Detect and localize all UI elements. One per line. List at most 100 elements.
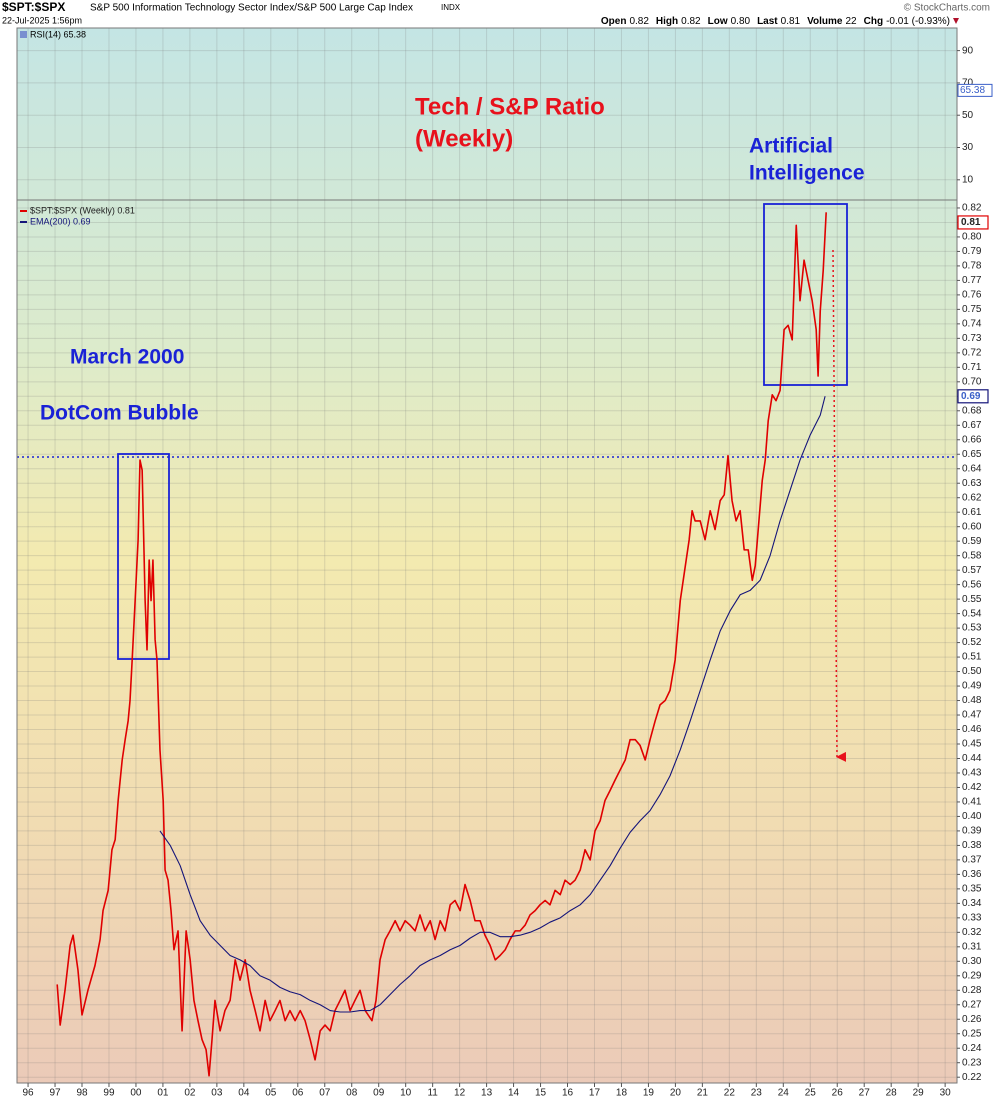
y-tick-label: 0.80 [962,232,982,243]
description: S&P 500 Information Technology Sector In… [90,3,413,14]
y-tick-label: 0.46 [962,724,982,735]
legend-label: EMA(200) 0.69 [30,216,91,226]
x-tick-label: 18 [616,1088,628,1099]
y-tick-label: 0.51 [962,652,982,663]
value-badge [957,389,989,404]
quote-label: Last [757,16,778,27]
y-tick-label: 0.35 [962,884,982,895]
exchange: INDX [441,3,461,12]
y-tick-label: 0.72 [962,347,982,358]
annotation-title: Tech / S&P Ratio [415,93,605,120]
x-tick-label: 28 [886,1088,898,1099]
x-tick-label: 07 [319,1088,331,1099]
y-tick-label: 0.49 [962,681,982,692]
x-tick-label: 10 [400,1088,412,1099]
annotation-ai: Artificial [749,135,833,158]
x-tick-label: 19 [643,1088,655,1099]
y-tick-label: 0.52 [962,637,982,648]
y-tick-label: 0.58 [962,550,982,561]
x-tick-label: 22 [724,1088,736,1099]
y-tick-label: 0.27 [962,999,982,1010]
y-tick-label: 0.36 [962,869,982,880]
y-tick-label: 0.40 [962,811,982,822]
legend-label: $SPT:$SPX (Weekly) 0.81 [30,205,135,215]
y-tick-label: 0.26 [962,1014,982,1025]
y-tick-label: 0.43 [962,768,982,779]
symbol: $SPT:$SPX [2,0,65,14]
y-tick-label: 0.82 [962,203,982,214]
quote-value: 0.80 [731,16,751,27]
y-tick-label: 0.42 [962,782,982,793]
x-tick-label: 15 [535,1088,547,1099]
y-tick-label: 0.61 [962,507,982,518]
y-tick-label: 0.68 [962,405,982,416]
y-tick-label: 0.56 [962,579,982,590]
y-tick-label: 0.76 [962,290,982,301]
y-tick-label: 0.24 [962,1043,982,1054]
x-tick-label: 20 [670,1088,682,1099]
quote-label: Chg [864,16,883,27]
y-tick-label: 0.39 [962,826,982,837]
y-tick-label: 0.29 [962,970,982,981]
y-tick-label: 0.59 [962,536,982,547]
x-tick-label: 98 [76,1088,88,1099]
quote-value: 0.82 [629,16,649,27]
annotation-dotcom: DotCom Bubble [40,402,199,425]
x-tick-label: 17 [589,1088,601,1099]
x-tick-label: 99 [103,1088,115,1099]
x-tick-label: 13 [481,1088,493,1099]
x-tick-label: 23 [751,1088,763,1099]
quote: Open 0.82 High 0.82 Low 0.80 Last 0.81 Volume 22 C… [601,16,950,27]
quote-value: 22 [846,16,858,27]
y-tick-label: 0.57 [962,565,982,576]
y-tick-label: 50 [962,110,974,121]
y-tick-label: 0.60 [962,521,982,532]
rsi-label: RSI(14) 65.38 [30,29,86,39]
y-tick-label: 0.74 [962,319,982,330]
y-tick-label: 0.75 [962,304,982,315]
y-tick-label: 0.45 [962,739,982,750]
x-tick-label: 26 [832,1088,844,1099]
y-tick-label: 0.78 [962,261,982,272]
x-tick-label: 06 [292,1088,304,1099]
y-tick-label: 0.32 [962,927,982,938]
x-tick-label: 09 [373,1088,385,1099]
y-tick-label: 0.34 [962,898,982,909]
highlight-box [117,453,170,660]
date: 22-Jul-2025 1:56pm [2,15,82,25]
y-tick-label: 0.64 [962,463,982,474]
y-tick-label: 0.55 [962,594,982,605]
annotation-ai: Intelligence [749,162,865,185]
x-tick-label: 21 [697,1088,709,1099]
x-tick-label: 97 [49,1088,61,1099]
y-tick-label: 0.38 [962,840,982,851]
y-tick-label: 0.54 [962,608,982,619]
x-tick-label: 02 [184,1088,196,1099]
y-tick-label: 0.65 [962,449,982,460]
x-tick-label: 24 [778,1088,790,1099]
x-tick-label: 11 [427,1088,438,1099]
annotation-march: March 2000 [70,346,184,369]
x-tick-label: 12 [454,1088,466,1099]
y-tick-label: 0.41 [962,797,982,808]
x-tick-label: 14 [508,1088,520,1099]
value-badge [957,215,989,230]
y-tick-label: 0.23 [962,1057,982,1068]
x-tick-label: 05 [265,1088,277,1099]
y-tick-label: 0.48 [962,695,982,706]
quote-label: Low [708,16,728,27]
x-tick-label: 03 [211,1088,223,1099]
y-tick-label: 0.63 [962,478,982,489]
y-tick-label: 30 [962,142,974,153]
quote-value: 0.81 [781,16,801,27]
quote-label: Volume [807,16,843,27]
annotation-title: (Weekly) [415,125,513,152]
highlight-box [763,203,848,386]
quote-label: Open [601,16,627,27]
y-tick-label: 0.71 [962,362,982,373]
value-badge-label: 0.81 [961,217,981,228]
y-tick-label: 0.70 [962,376,982,387]
y-tick-label: 0.28 [962,985,982,996]
